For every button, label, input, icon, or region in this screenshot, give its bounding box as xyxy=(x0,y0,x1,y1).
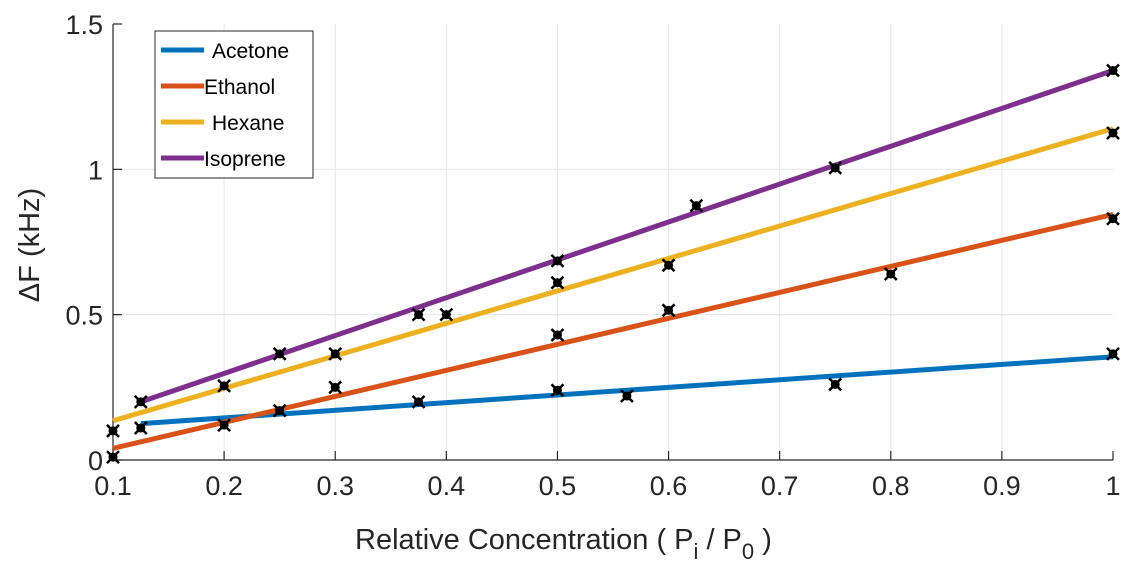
data-point-cross xyxy=(106,450,120,464)
data-point-cross xyxy=(328,380,343,395)
axes xyxy=(112,23,1114,461)
data-point xyxy=(550,254,565,268)
data-point xyxy=(828,160,843,175)
data-point-cross xyxy=(550,275,565,290)
data-point-cross xyxy=(828,160,843,175)
data-point xyxy=(272,403,287,418)
y-tick-label: 1 xyxy=(88,155,103,185)
legend-label-hexane: Hexane xyxy=(212,112,284,135)
data-point xyxy=(106,450,120,464)
data-point-cross xyxy=(620,389,634,403)
tick-labels: 0.1 0.2 0.3 0.4 0.5 0.6 0.7 0.8 0.9 1 0 0.5 1 1.5 xyxy=(65,10,1120,501)
data-point xyxy=(883,267,898,281)
x-tick-label: 0.3 xyxy=(316,471,354,501)
x-tick-label: 0.7 xyxy=(761,471,799,501)
data-point-cross xyxy=(550,383,565,398)
data-point-cross xyxy=(133,394,148,409)
data-point xyxy=(550,275,565,290)
data-point xyxy=(661,303,676,318)
legend-item-acetone: Acetone xyxy=(161,40,289,63)
x-tick-label: 0.2 xyxy=(205,471,243,501)
data-point xyxy=(550,328,565,342)
data-point-cross xyxy=(439,307,454,322)
data-point xyxy=(411,394,426,409)
y-tick-label: 0 xyxy=(88,446,103,476)
legend-item-ethanol: Ethanol xyxy=(161,76,275,99)
data-point xyxy=(272,347,287,361)
data-point xyxy=(550,383,565,398)
fit-line-isoprene xyxy=(139,68,1114,405)
data-point xyxy=(1106,126,1120,140)
x-tick-label: 0.9 xyxy=(983,471,1021,501)
data-point-cross xyxy=(411,307,426,322)
data-point-cross xyxy=(1106,347,1120,361)
data-point xyxy=(689,198,704,213)
x-tick-label: 0.8 xyxy=(872,471,910,501)
data-point-cross xyxy=(661,303,676,318)
data-point xyxy=(133,394,148,409)
data-point-cross xyxy=(272,403,287,418)
data-point xyxy=(133,421,148,435)
x-tick-label: 1 xyxy=(1105,471,1120,501)
data-point xyxy=(217,418,231,433)
data-point-cross xyxy=(1106,126,1120,140)
data-point-cross xyxy=(550,254,565,268)
data-point xyxy=(439,307,454,322)
data-point xyxy=(1106,63,1120,78)
data-point-cross xyxy=(661,258,676,273)
data-point-cross xyxy=(133,421,148,435)
x-tick-label: 0.6 xyxy=(650,471,688,501)
data-point xyxy=(328,347,343,361)
legend-label-acetone: Acetone xyxy=(212,40,289,63)
data-point xyxy=(411,307,426,322)
legend-item-isoprene: Isoprene xyxy=(161,148,286,171)
x-axis-label: Relative Concentration ( Pi / P0 ) xyxy=(355,524,772,564)
data-point-cross xyxy=(217,378,231,393)
x-tick-label: 0.5 xyxy=(539,471,577,501)
data-points xyxy=(106,63,1120,464)
x-tick-label: 0.4 xyxy=(428,471,466,501)
data-point-cross xyxy=(217,418,231,433)
data-point xyxy=(1106,211,1120,226)
data-point-cross xyxy=(272,347,287,361)
data-point-cross xyxy=(883,267,898,281)
legend-label-ethanol: Ethanol xyxy=(204,76,275,99)
data-point-cross xyxy=(550,328,565,342)
y-axis-label: ΔF (kHz) xyxy=(14,188,46,302)
data-point xyxy=(328,380,343,395)
data-point xyxy=(106,424,120,438)
data-point-cross xyxy=(1106,211,1120,226)
data-point xyxy=(661,258,676,273)
data-point-cross xyxy=(828,377,843,392)
grid xyxy=(113,24,1113,460)
y-tick-label: 0.5 xyxy=(65,301,103,331)
data-point-cross xyxy=(689,198,704,213)
legend: Acetone Ethanol Hexane Isoprene xyxy=(154,30,314,179)
fit-line-acetone xyxy=(140,354,1114,427)
legend-label-isoprene: Isoprene xyxy=(204,148,286,171)
legend-box xyxy=(154,30,314,179)
legend-item-hexane: Hexane xyxy=(161,112,284,135)
data-point xyxy=(1106,347,1120,361)
data-point-cross xyxy=(328,347,343,361)
data-point xyxy=(217,378,231,393)
data-point xyxy=(620,389,634,403)
data-point-cross xyxy=(411,394,426,409)
y-tick-label: 1.5 xyxy=(65,10,103,40)
data-point-cross xyxy=(106,424,120,438)
fit-line-hexane xyxy=(112,126,1114,424)
x-tick-label: 0.1 xyxy=(94,471,132,501)
data-point xyxy=(828,377,843,392)
data-point-cross xyxy=(1106,63,1120,78)
